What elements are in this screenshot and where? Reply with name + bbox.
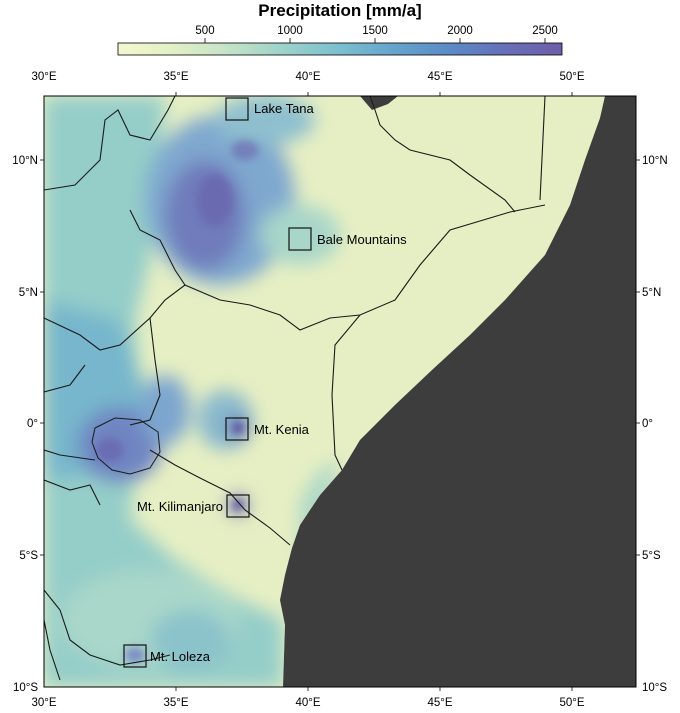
axis-top-label: 35°E bbox=[163, 71, 188, 83]
axis-left: 10°N 5°N 0° 5°S 10°S bbox=[12, 155, 38, 694]
country-borders bbox=[44, 96, 546, 681]
axis-right-label: 5°S bbox=[642, 550, 661, 562]
axis-left-label: 10°N bbox=[12, 155, 38, 167]
axis-bottom-label: 40°E bbox=[295, 697, 320, 709]
legend: Precipitation [mm/a] 500 1000 1500 2000 … bbox=[117, 1, 563, 56]
site-labels: Lake Tana Bale Mountains Mt. Kenia Mt. K… bbox=[137, 101, 407, 664]
legend-tick-1000: 1000 bbox=[277, 25, 303, 37]
site-label-bale-mountains: Bale Mountains bbox=[317, 232, 407, 247]
axis-bottom-label: 45°E bbox=[427, 697, 452, 709]
lake-victoria-outline bbox=[91, 417, 161, 475]
axis-right: 10°N 5°N 0° 5°S 10°S bbox=[642, 155, 668, 694]
axis-top-label: 50°E bbox=[559, 71, 584, 83]
axis-left-label: 10°S bbox=[13, 682, 38, 694]
axis-left-label: 5°N bbox=[19, 287, 38, 299]
site-markers bbox=[123, 97, 312, 668]
axis-top-label: 30°E bbox=[31, 71, 56, 83]
site-label-mt-kilimanjaro: Mt. Kilimanjaro bbox=[137, 499, 223, 514]
site-box-mt-loleza bbox=[123, 644, 147, 668]
axis-right-label: 10°N bbox=[642, 155, 668, 167]
map-panel: Lake Tana Bale Mountains Mt. Kenia Mt. K… bbox=[12, 71, 667, 709]
legend-tick-500: 500 bbox=[195, 25, 214, 37]
axis-right-label: 5°N bbox=[642, 287, 661, 299]
site-box-bale-mountains bbox=[288, 227, 312, 251]
site-label-lake-tana: Lake Tana bbox=[254, 101, 315, 116]
site-box-mt-kilimanjaro bbox=[226, 494, 250, 518]
axis-left-label: 0° bbox=[27, 418, 38, 430]
site-label-mt-kenia: Mt. Kenia bbox=[254, 422, 310, 437]
site-box-mt-kenia bbox=[225, 417, 249, 441]
axis-bottom-label: 50°E bbox=[559, 697, 584, 709]
axis-bottom: 30°E 35°E 40°E 45°E 50°E bbox=[31, 697, 584, 709]
site-label-mt-loleza: Mt. Loleza bbox=[150, 649, 211, 664]
site-box-lake-tana bbox=[225, 97, 249, 121]
legend-tick-2000: 2000 bbox=[447, 25, 473, 37]
axis-bottom-label: 30°E bbox=[31, 697, 56, 709]
axis-top-label: 45°E bbox=[427, 71, 452, 83]
axis-top: 30°E 35°E 40°E 45°E 50°E bbox=[31, 71, 584, 83]
axis-tick-marks bbox=[40, 92, 640, 691]
axis-right-label: 0° bbox=[642, 418, 653, 430]
legend-colorbar bbox=[117, 42, 563, 56]
map-frame bbox=[43, 95, 637, 688]
legend-ticks: 500 1000 1500 2000 2500 bbox=[195, 25, 558, 43]
legend-tick-2500: 2500 bbox=[532, 25, 558, 37]
legend-title: Precipitation [mm/a] bbox=[258, 1, 421, 20]
legend-tick-1500: 1500 bbox=[362, 25, 388, 37]
axis-top-label: 40°E bbox=[295, 71, 320, 83]
axis-right-label: 10°S bbox=[642, 682, 667, 694]
axis-bottom-label: 35°E bbox=[163, 697, 188, 709]
axis-left-label: 5°S bbox=[19, 550, 38, 562]
